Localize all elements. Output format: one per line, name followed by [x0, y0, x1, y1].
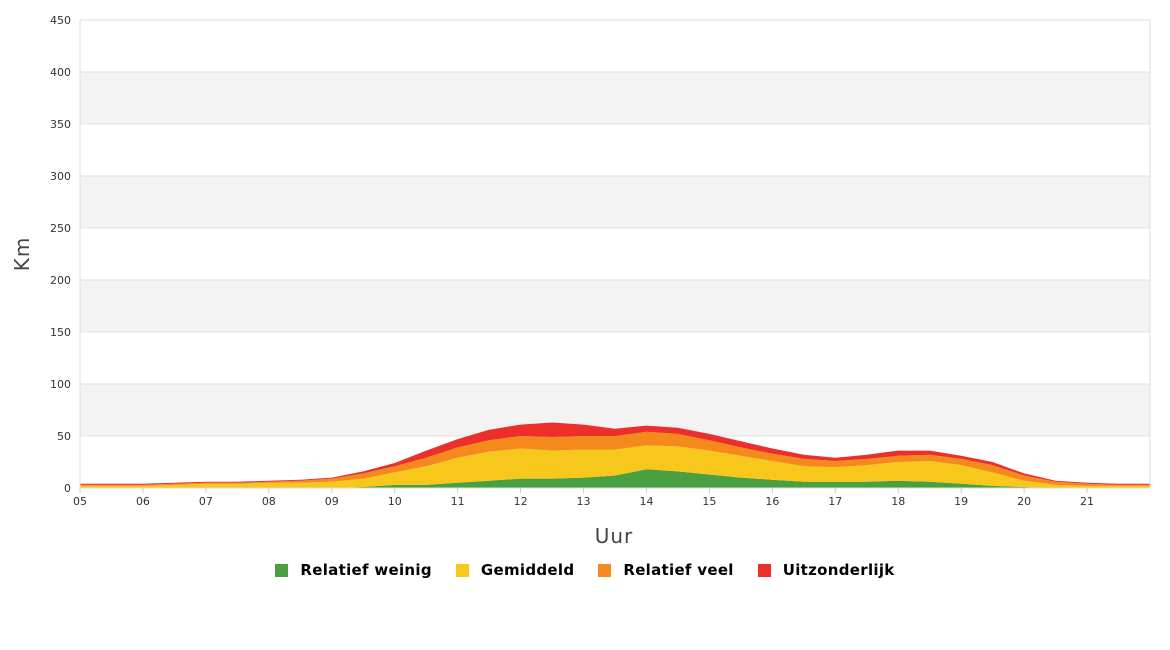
legend-item-relatief-veel[interactable]: Relatief veel: [598, 561, 733, 579]
x-tick-label: 06: [136, 495, 150, 508]
plot-frame: [79, 19, 1151, 489]
y-tick-label: 350: [50, 118, 71, 131]
x-tick-label: 08: [262, 495, 276, 508]
y-tick-label: 200: [50, 274, 71, 287]
x-tick-label: 14: [639, 495, 653, 508]
x-tick-label: 12: [514, 495, 528, 508]
legend-label: Relatief weinig: [300, 561, 432, 579]
x-tick-label: 10: [388, 495, 402, 508]
area-series: [80, 422, 1150, 488]
y-tick-label: 250: [50, 222, 71, 235]
x-tick-label: 21: [1080, 495, 1094, 508]
legend-swatch: [598, 563, 612, 577]
grid-band: [80, 176, 1150, 228]
legend-label: Relatief veel: [623, 561, 734, 579]
grid-band: [80, 384, 1150, 436]
area-uitzonderlijk: [80, 422, 1150, 485]
legend-item-uitzonderlijk[interactable]: Uitzonderlijk: [757, 561, 895, 579]
x-tick-label: 18: [891, 495, 905, 508]
y-tick-label: 150: [50, 326, 71, 339]
grid-band: [80, 280, 1150, 332]
legend-swatch: [757, 563, 771, 577]
legend: Relatief weinig Gemiddeld Relatief veel Uit…: [0, 558, 1170, 582]
x-tick-label: 11: [451, 495, 465, 508]
y-axis-ticks: 0 50 100 150 200 250 300 350 400 450: [50, 14, 71, 495]
legend-label: Uitzonderlijk: [782, 561, 895, 579]
y-tick-label: 50: [57, 430, 71, 443]
y-tick-label: 400: [50, 66, 71, 79]
area-gemiddeld: [80, 445, 1150, 488]
y-axis-title: Km: [10, 237, 34, 272]
x-tick-label: 13: [577, 495, 591, 508]
legend-label: Gemiddeld: [480, 561, 575, 579]
area-relatief-veel: [80, 431, 1150, 486]
x-tick-label: 17: [828, 495, 842, 508]
x-tick-label: 19: [954, 495, 968, 508]
legend-item-gemiddeld[interactable]: Gemiddeld: [455, 561, 575, 579]
legend-swatch: [455, 563, 469, 577]
x-tick-label: 15: [702, 495, 716, 508]
x-tick-label: 07: [199, 495, 213, 508]
grid-band: [80, 72, 1150, 124]
area-relatief-weinig: [80, 469, 1150, 488]
x-tick-label: 20: [1017, 495, 1031, 508]
x-tick-label: 16: [765, 495, 779, 508]
legend-swatch: [275, 563, 289, 577]
x-tick-label: 09: [325, 495, 339, 508]
y-tick-label: 0: [64, 482, 71, 495]
grid-bands: [80, 72, 1150, 436]
y-tick-label: 300: [50, 170, 71, 183]
y-tick-label: 450: [50, 14, 71, 27]
x-axis-ticks: 05 06 07 08 09 10 11 12 13 14 15 16 17 18 19 20 21: [73, 488, 1094, 508]
y-tick-label: 100: [50, 378, 71, 391]
x-tick-label: 05: [73, 495, 87, 508]
x-axis-title: Uur: [595, 524, 634, 548]
legend-item-relatief-weinig[interactable]: Relatief weinig: [275, 561, 432, 579]
